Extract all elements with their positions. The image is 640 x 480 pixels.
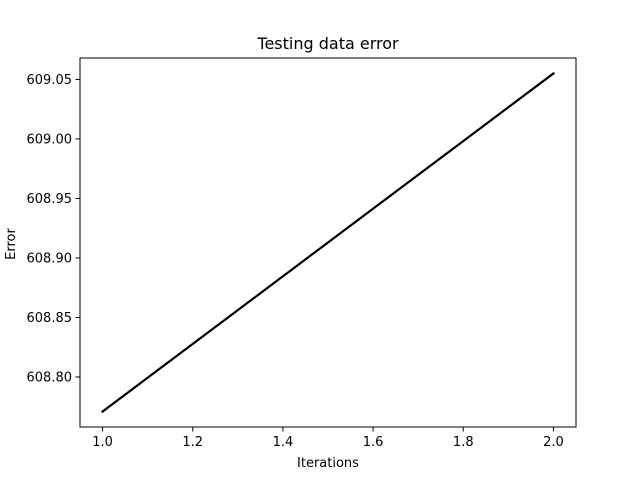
plot-area: 1.0 1.2 1.4 1.6 1.8 2.0 608.80 608.85 608.90 608.…	[27, 57, 577, 450]
x-tick-label: 1.2	[182, 435, 203, 450]
x-tick-label: 1.6	[363, 435, 384, 450]
series-line-0	[101, 71, 555, 414]
axes-frame	[79, 57, 577, 428]
y-tick-label: 609.00	[27, 132, 73, 147]
x-tick-label: 2.0	[543, 435, 564, 450]
y-tick-label: 608.80	[27, 371, 73, 386]
x-tick-label: 1.4	[273, 435, 294, 450]
x-axis-label: Iterations	[297, 456, 359, 471]
y-tick-label: 608.95	[27, 192, 73, 207]
x-tick-label: 1.8	[453, 435, 474, 450]
y-axis-label: Error	[4, 228, 19, 260]
x-tick-label: 1.0	[92, 435, 113, 450]
chart-title: Testing data error	[256, 34, 399, 53]
y-tick-label: 608.90	[27, 251, 73, 266]
y-tick-label: 609.05	[27, 73, 73, 88]
y-tick-label: 608.85	[27, 311, 73, 326]
